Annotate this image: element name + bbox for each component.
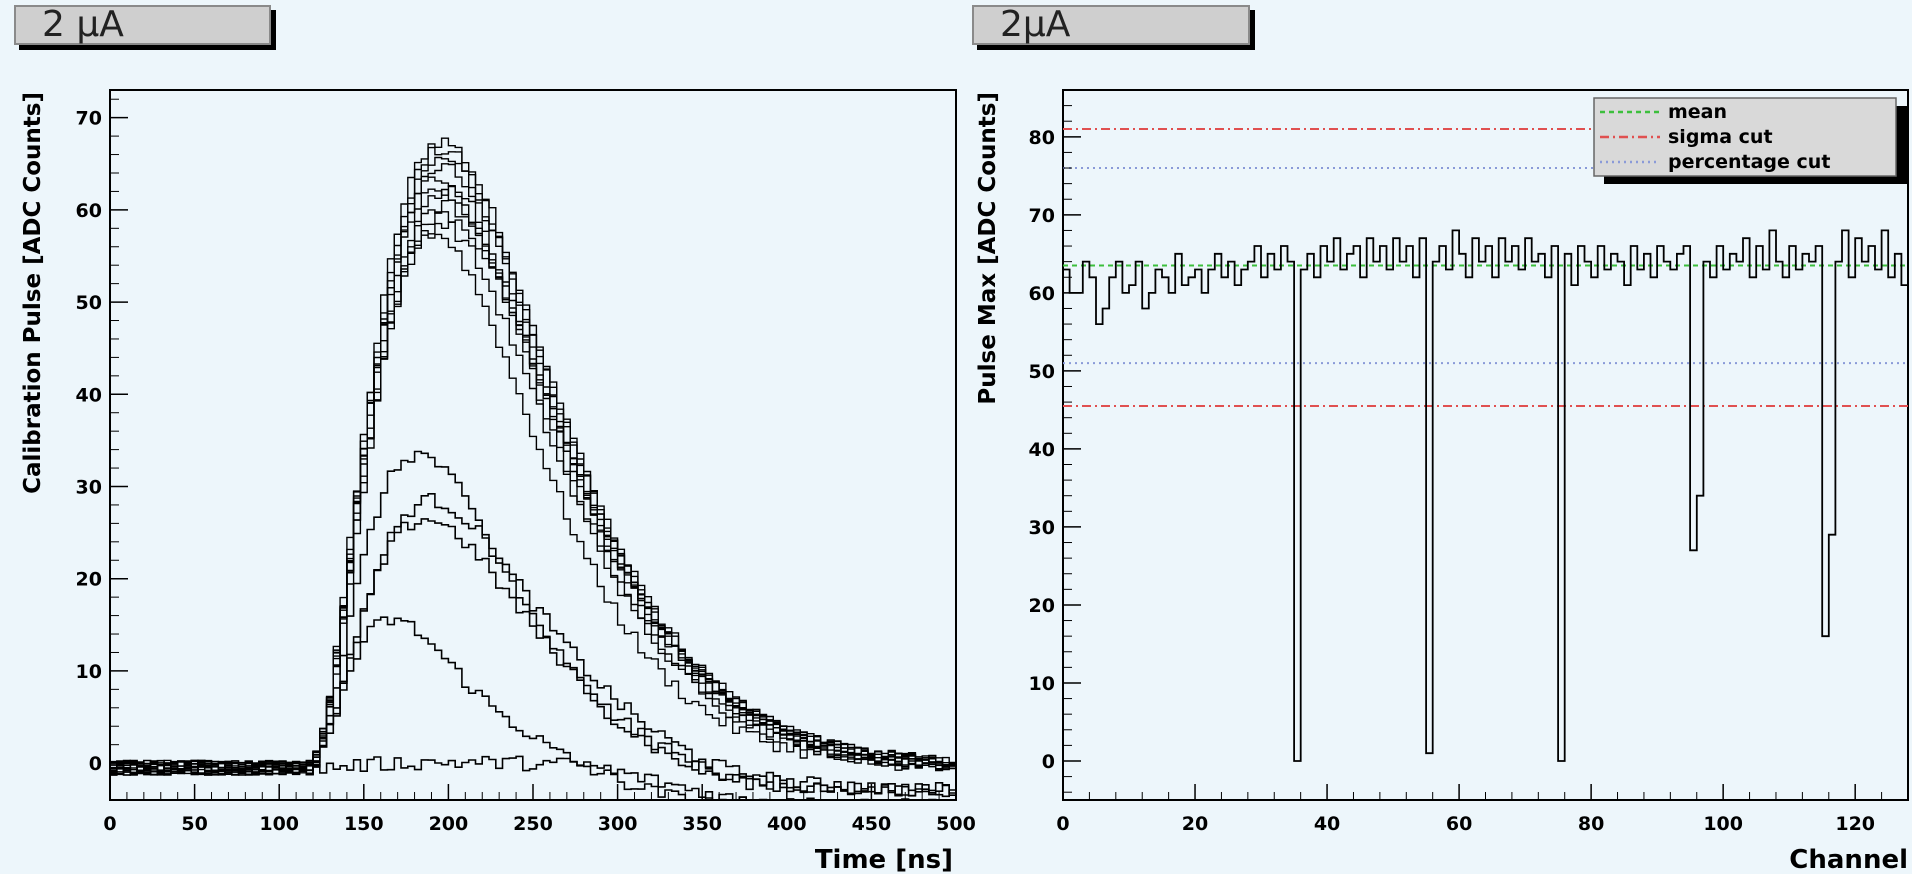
pulse-series: [110, 176, 956, 776]
right-x-tick-label: 100: [1703, 813, 1743, 835]
left-y-tick-label: 30: [76, 476, 102, 498]
left-y-tick-label: 50: [76, 292, 102, 314]
right-y-tick-label: 40: [1029, 439, 1055, 461]
pulse-series: [110, 233, 956, 776]
pulse-series: [110, 146, 956, 776]
left-y-tick-label: 0: [89, 753, 102, 775]
left-y-tick-label: 10: [76, 661, 102, 683]
left-x-tick-label: 500: [936, 813, 976, 835]
left-x-tick-label: 200: [429, 813, 469, 835]
right-histogram: [1063, 229, 1908, 762]
pulse-series: [110, 185, 956, 775]
left-axes: 0 50 100 150 200 250 300 350 400 450 500 0 10 20 30 40 5…: [76, 98, 976, 835]
left-x-tick-label: 400: [767, 813, 807, 835]
right-y-tick-label: 20: [1029, 595, 1055, 617]
left-x-tick-label: 0: [103, 813, 116, 835]
right-y-tick-label: 10: [1029, 673, 1055, 695]
left-x-tick-label: 150: [344, 813, 384, 835]
left-panel-label: 2 µA: [14, 5, 271, 45]
left-x-tick-label: 50: [181, 813, 207, 835]
right-x-tick-label: 120: [1835, 813, 1875, 835]
right-x-tick-label: 60: [1446, 813, 1472, 835]
pulse-series: [110, 163, 956, 776]
legend: mean sigma cut percentage cut: [1593, 97, 1908, 184]
left-y-tick-label: 20: [76, 569, 102, 591]
legend-label: sigma cut: [1668, 126, 1773, 148]
pulse-series: [110, 188, 956, 776]
left-y-tick-label: 40: [76, 384, 102, 406]
left-curve-group: [110, 137, 956, 800]
right-xaxis-title: Channel: [1789, 845, 1908, 874]
right-y-tick-label: 80: [1029, 127, 1055, 149]
left-pulse-curves: [110, 137, 956, 800]
legend-label: percentage cut: [1668, 151, 1830, 173]
pulse-series: [110, 199, 956, 776]
right-x-tick-label: 40: [1314, 813, 1340, 835]
left-y-tick-label: 60: [76, 200, 102, 222]
pulse-series: [110, 755, 923, 800]
right-y-tick-label: 70: [1029, 205, 1055, 227]
legend-box: [1593, 97, 1897, 177]
right-y-tick-label: 30: [1029, 517, 1055, 539]
left-x-tick-label: 450: [852, 813, 892, 835]
pulse-series: [110, 616, 937, 800]
right-chart: 0 20 40 60 80 100 120 0 10 20 30 40 50 60 70 80 Channel…: [975, 89, 1909, 874]
pulse-series: [110, 221, 956, 776]
legend-items: mean sigma cut percentage cut: [1600, 101, 1830, 173]
left-x-tick-label: 100: [259, 813, 299, 835]
left-x-tick-label: 300: [598, 813, 638, 835]
pulse-series: [110, 156, 956, 776]
right-x-tick-label: 0: [1056, 813, 1069, 835]
right-y-tick-label: 60: [1029, 283, 1055, 305]
left-x-tick-label: 350: [682, 813, 722, 835]
left-chart: 0 50 100 150 200 250 300 350 400 450 500 0 10 20 30 40 5…: [20, 89, 976, 874]
left-plot-frame: [109, 89, 957, 801]
right-panel-label: 2µA: [972, 5, 1250, 45]
left-x-tick-label: 250: [513, 813, 553, 835]
right-x-tick-label: 80: [1578, 813, 1604, 835]
right-y-tick-label: 50: [1029, 361, 1055, 383]
right-y-tick-label: 0: [1042, 751, 1055, 773]
right-axes: 0 20 40 60 80 100 120 0 10 20 30 40 50 60 70 80: [1029, 105, 1909, 835]
right-plot-frame: [1062, 89, 1909, 801]
left-yaxis-title: Calibration Pulse [ADC Counts]: [20, 92, 46, 494]
pulse-max-histogram: [1063, 229, 1908, 762]
pulse-series: [110, 211, 956, 776]
right-yaxis-title: Pulse Max [ADC Counts]: [975, 92, 1001, 405]
legend-label: mean: [1668, 101, 1727, 123]
right-x-tick-label: 20: [1182, 813, 1208, 835]
left-y-tick-label: 70: [76, 108, 102, 130]
left-xaxis-title: Time [ns]: [815, 845, 953, 874]
pulse-series: [110, 137, 956, 775]
